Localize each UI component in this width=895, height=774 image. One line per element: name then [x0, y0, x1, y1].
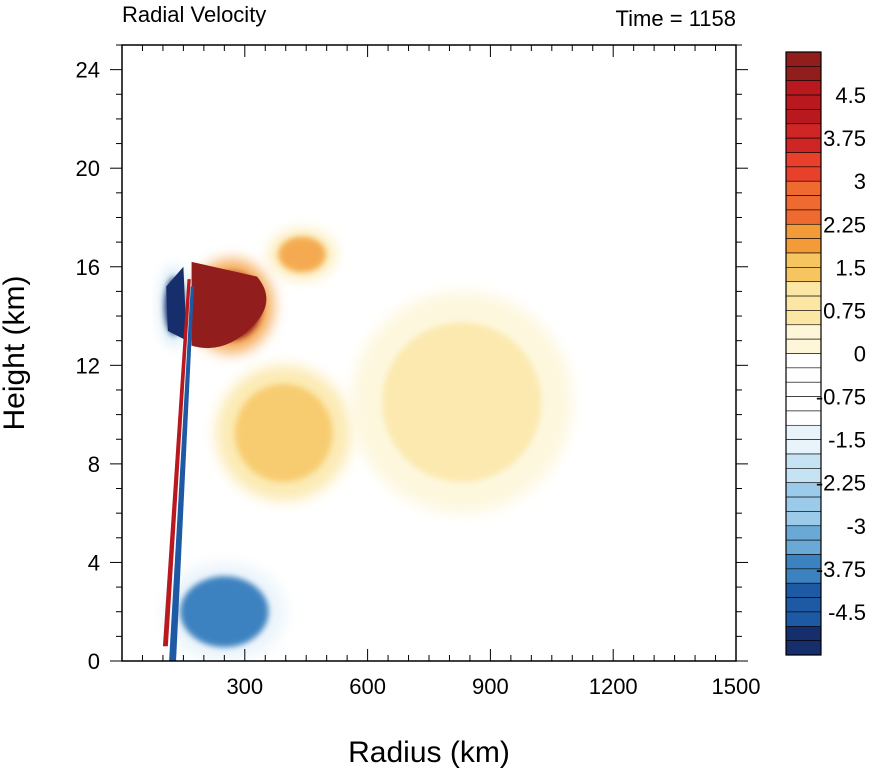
colorbar-cell: [785, 367, 822, 383]
chart-time-label: Time = 1158: [616, 6, 736, 31]
colorbar-label: -2.25: [816, 471, 866, 496]
colorbar-cell: [785, 525, 822, 541]
colorbar-label: -3.75: [816, 557, 866, 582]
colorbar-cell: [785, 295, 822, 311]
y-tick-label: 20: [76, 156, 100, 181]
colorbar-frame: [785, 51, 822, 656]
inflow-core: [166, 266, 187, 341]
y-tick-label: 8: [88, 452, 100, 477]
colorbar-cell: [785, 310, 822, 326]
colorbar-cell: [785, 281, 822, 297]
colorbar-cell: [785, 353, 822, 369]
eyewall-updraft-streak: [162, 279, 191, 647]
colorbar-label: 2.25: [823, 212, 866, 237]
velocity-field: [160, 148, 716, 661]
colorbar-cell: [785, 324, 822, 340]
colorbar-cell: [785, 625, 822, 641]
x-tick-label: 300: [226, 674, 263, 699]
colorbar-cell: [785, 123, 822, 139]
chart-title: Radial Velocity: [122, 2, 266, 27]
colorbar-label: 0.75: [823, 298, 866, 323]
colorbar-label: 3: [854, 169, 866, 194]
colorbar-cell: [785, 338, 822, 354]
eyewall-inflow-streak: [169, 286, 195, 661]
colorbar-cell: [785, 410, 822, 426]
colorbar-cell: [785, 539, 822, 555]
colorbar-label: 1.5: [835, 255, 866, 280]
colorbar-cell: [785, 640, 822, 656]
field-core-3: [235, 384, 333, 482]
field-core-5: [180, 576, 269, 648]
colorbar-cell: [785, 66, 822, 82]
colorbar-cell: [785, 611, 822, 627]
x-axis-label: Radius (km): [348, 736, 510, 769]
colorbar-cell: [785, 496, 822, 512]
x-tick-label: 1500: [712, 674, 761, 699]
colorbar-cell: [785, 252, 822, 268]
colorbar-cell: [785, 109, 822, 125]
colorbar-label: 0: [854, 342, 866, 367]
x-tick-label: 900: [472, 674, 509, 699]
colorbar-cell: [785, 439, 822, 455]
x-tick-label: 600: [349, 674, 386, 699]
colorbar-cell: [785, 582, 822, 598]
colorbar-cell: [785, 597, 822, 613]
x-axis: 300 600 900 1200 1500: [121, 45, 761, 699]
colorbar-cell: [785, 152, 822, 168]
colorbar-cell: [785, 209, 822, 225]
colorbar-cell: [785, 180, 822, 196]
colorbar-label: -1.5: [828, 428, 866, 453]
field-core-2: [278, 236, 326, 273]
colorbar-cell: [785, 80, 822, 96]
y-tick-label: 24: [76, 58, 100, 83]
colorbar-cell: [785, 137, 822, 153]
colorbar-cell: [785, 267, 822, 283]
colorbar: 4.5 3.75 3 2.25 1.5 0.75 0 -0.75 -1.5 -2.25 -3 -3.7…: [785, 51, 866, 656]
y-tick-label: 4: [88, 550, 100, 575]
colorbar-cell: [785, 94, 822, 110]
y-tick-label: 12: [76, 353, 100, 378]
field-core-6: [382, 322, 542, 483]
colorbar-label: -3: [846, 514, 866, 539]
colorbar-cell: [785, 51, 822, 67]
colorbar-cell: [785, 453, 822, 469]
y-tick-label: 0: [88, 649, 100, 674]
y-axis-label: Height (km): [0, 275, 31, 430]
field-core-4: [363, 158, 659, 208]
outflow-max-core: [191, 261, 267, 349]
colorbar-label: 3.75: [823, 126, 866, 151]
colorbar-cell: [785, 195, 822, 211]
colorbar-cell: [785, 424, 822, 440]
colorbar-label: 4.5: [835, 83, 866, 108]
colorbar-cell: [785, 511, 822, 527]
colorbar-label: -0.75: [816, 385, 866, 410]
y-axis: 0 4 8 12 16 20 24: [76, 44, 748, 674]
colorbar-cell: [785, 223, 822, 239]
y-tick-label: 16: [76, 255, 100, 280]
x-tick-label: 1200: [589, 674, 638, 699]
colorbar-label: -4.5: [828, 600, 866, 625]
colorbar-cell: [785, 238, 822, 254]
colorbar-cell: [785, 166, 822, 182]
